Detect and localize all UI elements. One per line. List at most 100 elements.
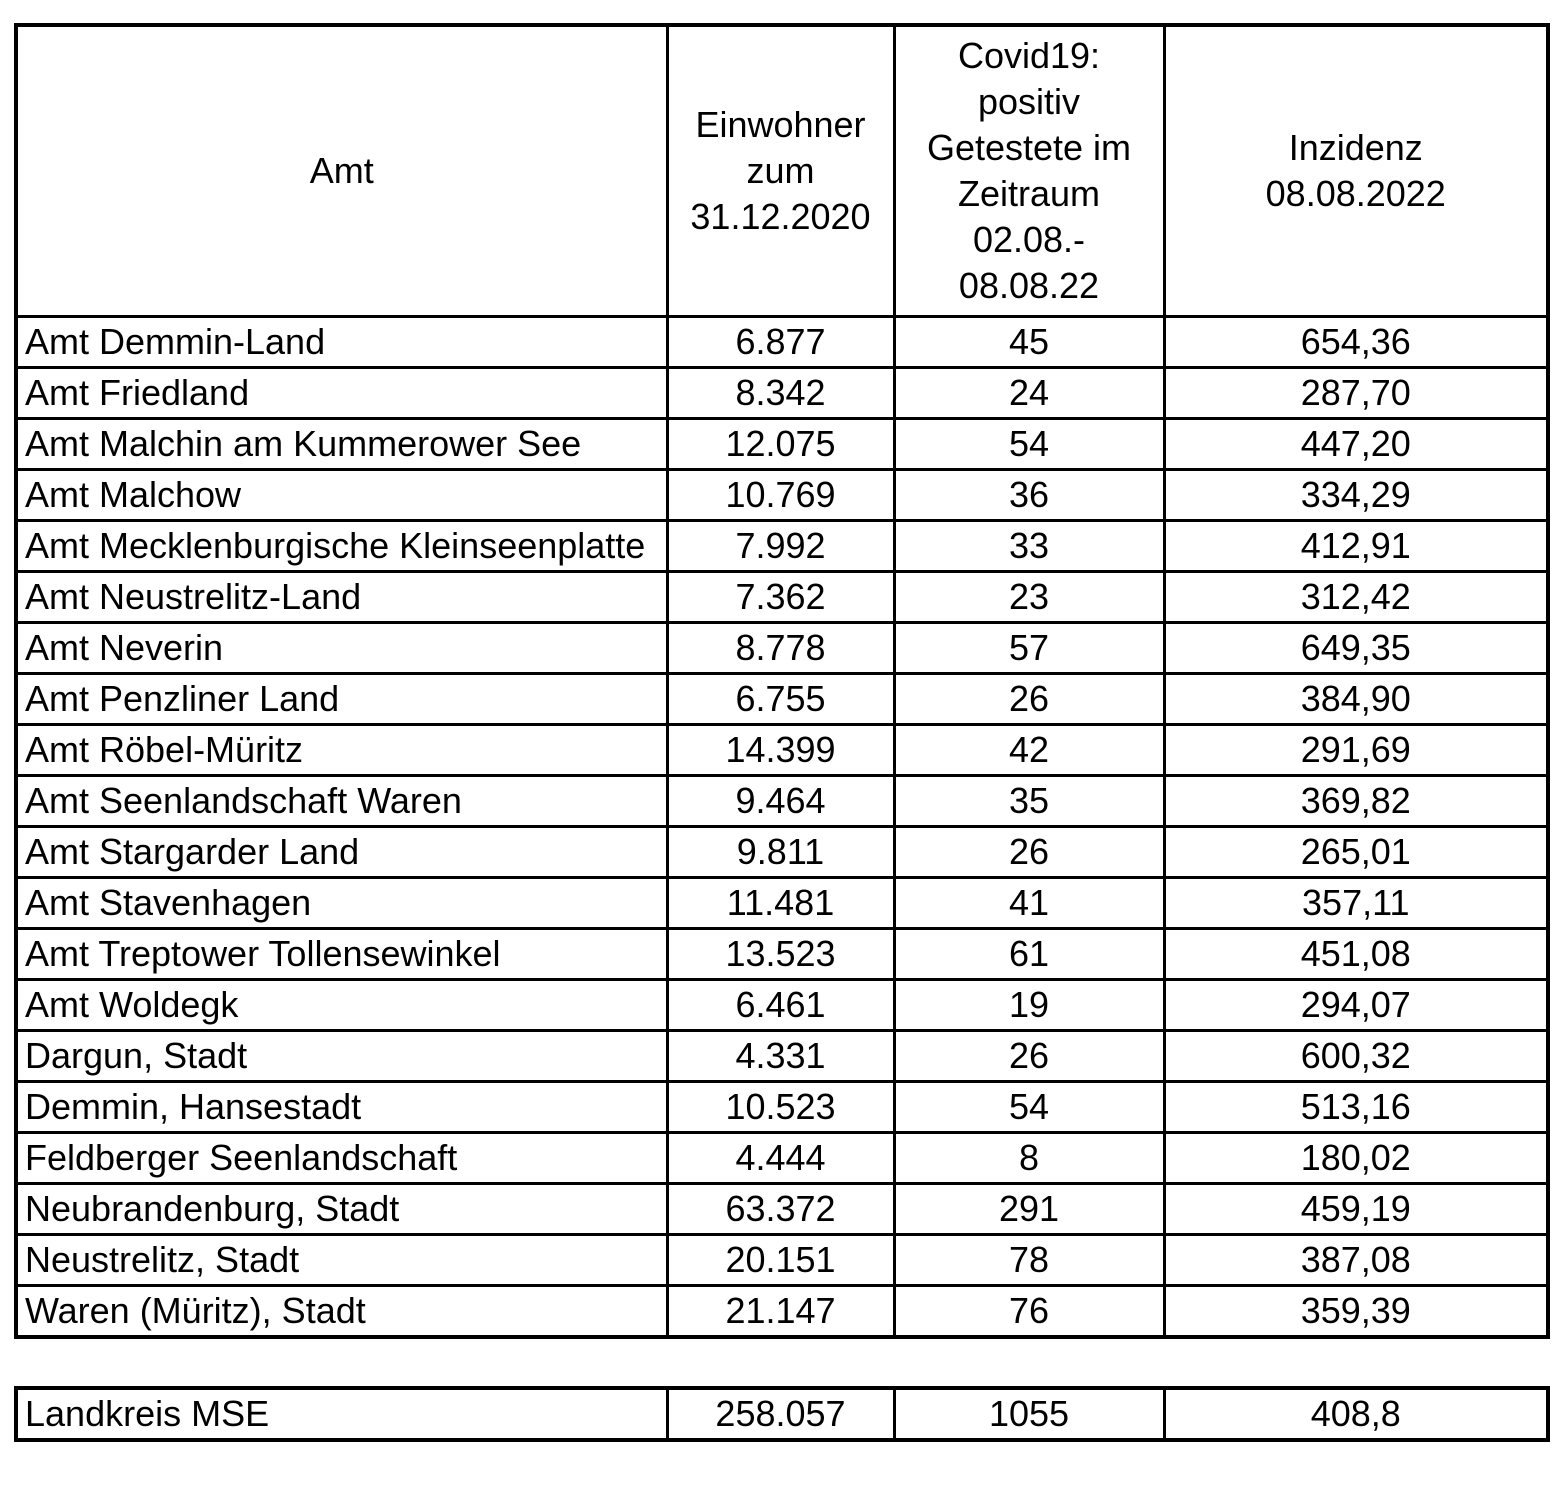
table-row: Amt Treptower Tollensewinkel 13.523 61 4… xyxy=(14,927,1550,981)
cell-covid: 57 xyxy=(892,621,1166,675)
cell-covid: 26 xyxy=(892,672,1166,726)
cell-inzidenz: 294,07 xyxy=(1162,978,1550,1032)
cell-einwohner: 6.755 xyxy=(665,672,896,726)
column-header-covid: Covid19: positiv Getestete im Zeitraum 0… xyxy=(892,23,1166,318)
table-row: Amt Friedland 8.342 24 287,70 xyxy=(14,366,1550,420)
cell-inzidenz: 447,20 xyxy=(1162,417,1550,471)
table-row: Amt Mecklenburgische Kleinseenplatte 7.9… xyxy=(14,519,1550,573)
cell-amt: Amt Mecklenburgische Kleinseenplatte xyxy=(14,519,669,573)
table-row: Amt Stargarder Land 9.811 26 265,01 xyxy=(14,825,1550,879)
table-row: Neubrandenburg, Stadt 63.372 291 459,19 xyxy=(14,1182,1550,1236)
table-row: Neustrelitz, Stadt 20.151 78 387,08 xyxy=(14,1233,1550,1287)
summary-row: Landkreis MSE 258.057 1055 408,8 xyxy=(14,1386,1550,1442)
cell-inzidenz: 513,16 xyxy=(1162,1080,1550,1134)
cell-einwohner: 6.461 xyxy=(665,978,896,1032)
table-row: Amt Stavenhagen 11.481 41 357,11 xyxy=(14,876,1550,930)
table-row: Waren (Müritz), Stadt 21.147 76 359,39 xyxy=(14,1284,1550,1339)
table-row: Amt Neustrelitz-Land 7.362 23 312,42 xyxy=(14,570,1550,624)
table-row: Amt Malchin am Kummerower See 12.075 54 … xyxy=(14,417,1550,471)
table-row: Amt Seenlandschaft Waren 9.464 35 369,82 xyxy=(14,774,1550,828)
cell-covid: 23 xyxy=(892,570,1166,624)
cell-amt: Amt Seenlandschaft Waren xyxy=(14,774,669,828)
cell-inzidenz: 180,02 xyxy=(1162,1131,1550,1185)
cell-amt: Amt Malchin am Kummerower See xyxy=(14,417,669,471)
cell-amt: Amt Friedland xyxy=(14,366,669,420)
column-header-inzidenz: Inzidenz 08.08.2022 xyxy=(1162,23,1550,318)
cell-einwohner: 13.523 xyxy=(665,927,896,981)
cell-covid: 76 xyxy=(892,1284,1166,1339)
cell-covid: 35 xyxy=(892,774,1166,828)
summary-cell-einwohner: 258.057 xyxy=(665,1386,896,1442)
cell-inzidenz: 451,08 xyxy=(1162,927,1550,981)
cell-covid: 26 xyxy=(892,1029,1166,1083)
cell-covid: 54 xyxy=(892,1080,1166,1134)
cell-covid: 54 xyxy=(892,417,1166,471)
cell-covid: 291 xyxy=(892,1182,1166,1236)
table-row: Amt Woldegk 6.461 19 294,07 xyxy=(14,978,1550,1032)
cell-covid: 41 xyxy=(892,876,1166,930)
summary-cell-inzidenz: 408,8 xyxy=(1162,1386,1550,1442)
cell-inzidenz: 384,90 xyxy=(1162,672,1550,726)
table-row: Amt Malchow 10.769 36 334,29 xyxy=(14,468,1550,522)
cell-covid: 78 xyxy=(892,1233,1166,1287)
cell-amt: Amt Demmin-Land xyxy=(14,315,669,369)
cell-covid: 26 xyxy=(892,825,1166,879)
summary-cell-covid: 1055 xyxy=(892,1386,1166,1442)
cell-einwohner: 4.444 xyxy=(665,1131,896,1185)
cell-amt: Amt Neverin xyxy=(14,621,669,675)
cell-amt: Amt Röbel-Müritz xyxy=(14,723,669,777)
cell-amt: Demmin, Hansestadt xyxy=(14,1080,669,1134)
cell-covid: 33 xyxy=(892,519,1166,573)
cell-covid: 8 xyxy=(892,1131,1166,1185)
table-row: Amt Demmin-Land 6.877 45 654,36 xyxy=(14,315,1550,369)
cell-amt: Amt Neustrelitz-Land xyxy=(14,570,669,624)
cell-einwohner: 11.481 xyxy=(665,876,896,930)
cell-covid: 45 xyxy=(892,315,1166,369)
table-row: Amt Penzliner Land 6.755 26 384,90 xyxy=(14,672,1550,726)
cell-amt: Dargun, Stadt xyxy=(14,1029,669,1083)
cell-inzidenz: 654,36 xyxy=(1162,315,1550,369)
header-row: Amt Einwohner zum 31.12.2020 Covid19: po… xyxy=(14,23,1550,318)
cell-einwohner: 7.992 xyxy=(665,519,896,573)
cell-einwohner: 9.464 xyxy=(665,774,896,828)
cell-inzidenz: 649,35 xyxy=(1162,621,1550,675)
cell-einwohner: 21.147 xyxy=(665,1284,896,1339)
cell-inzidenz: 600,32 xyxy=(1162,1029,1550,1083)
cell-einwohner: 10.523 xyxy=(665,1080,896,1134)
table-row: Dargun, Stadt 4.331 26 600,32 xyxy=(14,1029,1550,1083)
cell-amt: Waren (Müritz), Stadt xyxy=(14,1284,669,1339)
cell-einwohner: 6.877 xyxy=(665,315,896,369)
cell-amt: Amt Malchow xyxy=(14,468,669,522)
table-row: Amt Neverin 8.778 57 649,35 xyxy=(14,621,1550,675)
cell-einwohner: 14.399 xyxy=(665,723,896,777)
cell-einwohner: 8.778 xyxy=(665,621,896,675)
cell-amt: Feldberger Seenlandschaft xyxy=(14,1131,669,1185)
cell-amt: Amt Woldegk xyxy=(14,978,669,1032)
cell-inzidenz: 312,42 xyxy=(1162,570,1550,624)
table-row: Demmin, Hansestadt 10.523 54 513,16 xyxy=(14,1080,1550,1134)
column-header-amt: Amt xyxy=(14,23,669,318)
incidence-table: Amt Einwohner zum 31.12.2020 Covid19: po… xyxy=(14,23,1550,1339)
cell-inzidenz: 265,01 xyxy=(1162,825,1550,879)
table-row: Feldberger Seenlandschaft 4.444 8 180,02 xyxy=(14,1131,1550,1185)
summary-cell-label: Landkreis MSE xyxy=(14,1386,669,1442)
cell-amt: Amt Penzliner Land xyxy=(14,672,669,726)
table-row: Amt Röbel-Müritz 14.399 42 291,69 xyxy=(14,723,1550,777)
cell-inzidenz: 387,08 xyxy=(1162,1233,1550,1287)
cell-covid: 61 xyxy=(892,927,1166,981)
cell-covid: 24 xyxy=(892,366,1166,420)
cell-einwohner: 4.331 xyxy=(665,1029,896,1083)
cell-amt: Neustrelitz, Stadt xyxy=(14,1233,669,1287)
cell-amt: Neubrandenburg, Stadt xyxy=(14,1182,669,1236)
cell-amt: Amt Stavenhagen xyxy=(14,876,669,930)
cell-einwohner: 8.342 xyxy=(665,366,896,420)
cell-einwohner: 12.075 xyxy=(665,417,896,471)
cell-inzidenz: 291,69 xyxy=(1162,723,1550,777)
cell-covid: 36 xyxy=(892,468,1166,522)
column-header-einwohner: Einwohner zum 31.12.2020 xyxy=(665,23,896,318)
summary-table: Landkreis MSE 258.057 1055 408,8 xyxy=(14,1386,1550,1442)
cell-amt: Amt Stargarder Land xyxy=(14,825,669,879)
cell-inzidenz: 287,70 xyxy=(1162,366,1550,420)
cell-covid: 42 xyxy=(892,723,1166,777)
